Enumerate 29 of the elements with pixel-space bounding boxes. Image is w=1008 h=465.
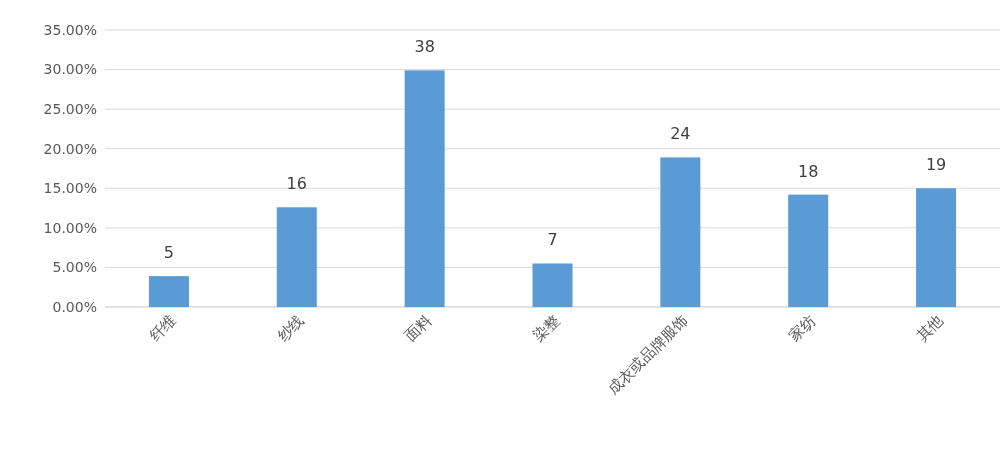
bar	[916, 188, 957, 307]
y-tick-label: 10.00%	[43, 219, 97, 236]
bar	[532, 263, 573, 307]
annotation: 16	[286, 174, 307, 194]
y-tick-label: 15.00%	[43, 180, 97, 197]
y-tick-label: 35.00%	[43, 21, 97, 38]
y-tick-label: 0.00%	[52, 298, 97, 315]
annotation: 5	[163, 243, 175, 263]
bar	[148, 276, 189, 307]
y-tick-label: 30.00%	[43, 61, 97, 78]
bar	[404, 70, 445, 307]
bar	[660, 157, 701, 307]
x-tick-label: 纤维	[145, 311, 180, 346]
y-tick-label: 20.00%	[43, 140, 97, 157]
x-tick-label: 家纺	[785, 311, 820, 346]
annotation: 38	[414, 37, 435, 57]
x-tick-label: 成衣或品牌服饰	[604, 311, 692, 399]
x-tick-label: 面料	[401, 311, 436, 346]
bar	[788, 194, 829, 307]
x-tick-label: 染整	[529, 311, 564, 346]
annotation: 19	[925, 155, 947, 175]
bar	[276, 207, 317, 307]
annotation: 24	[670, 124, 691, 144]
y-tick-label: 5.00%	[52, 259, 97, 276]
x-tick-label: 其他	[912, 311, 947, 346]
y-tick-label: 25.00%	[43, 101, 97, 118]
x-tick-label: 纱线	[273, 311, 308, 346]
annotation: 18	[798, 161, 819, 181]
annotation: 7	[547, 230, 558, 250]
